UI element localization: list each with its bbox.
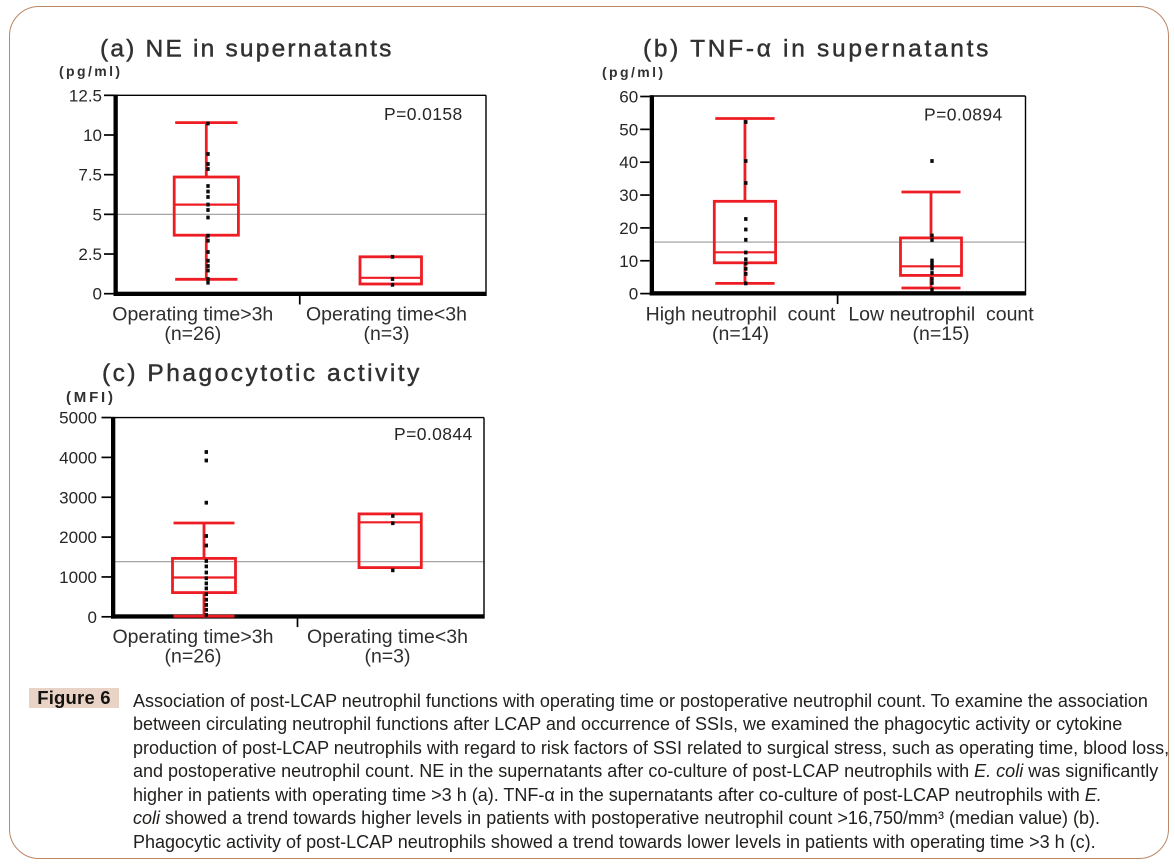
svg-text:(n=26): (n=26) (165, 646, 222, 668)
svg-text:(a) NE in supernatants: (a) NE in supernatants (100, 36, 394, 63)
svg-text:P=0.0158: P=0.0158 (384, 104, 463, 124)
svg-text:0: 0 (93, 285, 102, 304)
svg-text:P=0.0894: P=0.0894 (924, 105, 1003, 125)
svg-text:5000: 5000 (59, 409, 97, 428)
svg-text:Operating time>3h: Operating time>3h (112, 304, 273, 326)
svg-text:7.5: 7.5 (78, 166, 102, 185)
svg-text:(n=15): (n=15) (913, 323, 970, 345)
svg-text:Operating time>3h: Operating time>3h (113, 626, 274, 648)
svg-text:2.5: 2.5 (78, 245, 102, 264)
svg-text:P=0.0844: P=0.0844 (394, 424, 473, 444)
svg-text:Operating time<3h: Operating time<3h (306, 304, 467, 326)
svg-text:4000: 4000 (59, 448, 97, 467)
svg-text:0: 0 (88, 608, 97, 627)
svg-text:(n=3): (n=3) (364, 646, 410, 668)
svg-text:20: 20 (619, 219, 638, 238)
svg-text:(pg/ml): (pg/ml) (602, 64, 665, 80)
svg-text:(pg/ml): (pg/ml) (59, 63, 122, 79)
svg-text:(MFI): (MFI) (66, 389, 116, 406)
svg-text:Low neutrophil count: Low neutrophil count (848, 304, 1034, 326)
svg-text:0: 0 (629, 285, 638, 304)
svg-text:(b) TNF-α in supernatants: (b) TNF-α in supernatants (643, 36, 991, 63)
svg-text:60: 60 (619, 88, 638, 107)
svg-text:40: 40 (619, 153, 638, 172)
svg-text:3000: 3000 (59, 488, 97, 507)
svg-text:(n=14): (n=14) (712, 323, 769, 345)
svg-text:High neutrophil count: High neutrophil count (646, 304, 836, 326)
svg-text:12.5: 12.5 (69, 86, 102, 105)
svg-text:5: 5 (93, 205, 102, 224)
svg-text:10: 10 (619, 252, 638, 271)
svg-text:50: 50 (619, 120, 638, 139)
svg-text:(n=3): (n=3) (363, 323, 409, 345)
svg-text:1000: 1000 (59, 568, 97, 587)
svg-text:Operating time<3h: Operating time<3h (307, 626, 468, 648)
svg-text:2000: 2000 (59, 528, 97, 547)
svg-text:(c) Phagocytotic activity: (c) Phagocytotic activity (102, 360, 422, 387)
svg-text:(n=26): (n=26) (164, 323, 221, 345)
svg-text:30: 30 (619, 186, 638, 205)
svg-text:10: 10 (83, 126, 102, 145)
